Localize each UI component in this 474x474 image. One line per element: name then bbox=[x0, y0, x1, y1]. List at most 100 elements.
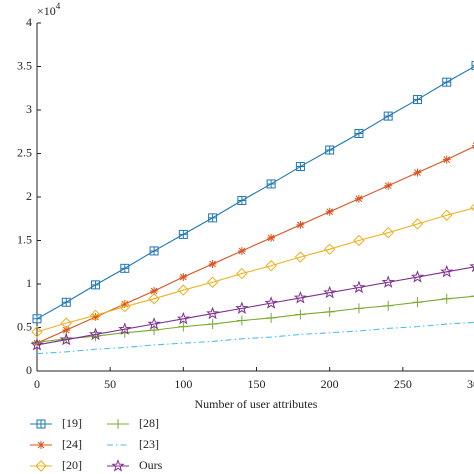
marker bbox=[412, 95, 422, 105]
marker-star bbox=[323, 285, 337, 299]
marker bbox=[61, 297, 71, 307]
marker-asterisk bbox=[325, 207, 334, 216]
marker bbox=[62, 326, 71, 335]
y-tick-label: 0 bbox=[26, 363, 32, 377]
y-tick-label: 2.5 bbox=[17, 145, 32, 159]
marker bbox=[295, 162, 305, 172]
legend-label: [28] bbox=[139, 416, 159, 430]
series-line bbox=[36, 66, 474, 320]
marker bbox=[354, 128, 364, 138]
marker bbox=[179, 273, 188, 282]
marker bbox=[383, 111, 393, 121]
x-tick-label: 150 bbox=[248, 377, 266, 391]
y-tick-label: 2 bbox=[26, 189, 32, 203]
marker bbox=[91, 313, 100, 322]
marker bbox=[469, 264, 474, 273]
marker-star bbox=[176, 311, 190, 325]
marker-asterisk bbox=[91, 313, 100, 322]
marker-cross bbox=[33, 314, 41, 323]
legend-label: Ours bbox=[139, 458, 163, 472]
marker bbox=[111, 459, 125, 472]
marker-star bbox=[111, 459, 125, 472]
legend-label: [24] bbox=[62, 437, 82, 451]
marker-diamond bbox=[411, 218, 424, 230]
y-tick-label: 4 bbox=[26, 15, 32, 29]
marker-star bbox=[147, 317, 161, 330]
y-tick-label: 1.5 bbox=[17, 232, 32, 246]
marker-asterisk bbox=[179, 273, 188, 282]
marker bbox=[237, 195, 247, 205]
marker-plus bbox=[441, 293, 452, 304]
marker-cross bbox=[296, 162, 305, 171]
marker bbox=[177, 284, 190, 296]
marker-plus bbox=[113, 419, 123, 429]
marker bbox=[176, 311, 190, 325]
series-line bbox=[36, 321, 474, 355]
marker bbox=[266, 179, 276, 189]
marker bbox=[119, 300, 131, 313]
marker-cross bbox=[208, 213, 217, 222]
marker-star bbox=[352, 280, 366, 294]
marker-star bbox=[118, 322, 132, 335]
marker-cross bbox=[384, 112, 393, 121]
marker-plus bbox=[178, 321, 189, 332]
y-tick-label: 3.5 bbox=[17, 58, 32, 72]
marker bbox=[325, 207, 334, 216]
marker bbox=[353, 234, 365, 247]
marker bbox=[118, 322, 132, 335]
marker bbox=[237, 246, 246, 255]
marker bbox=[296, 220, 305, 229]
marker bbox=[471, 61, 474, 71]
x-tick-label: 100 bbox=[174, 377, 192, 391]
marker-plus bbox=[412, 297, 423, 308]
marker bbox=[323, 285, 337, 299]
marker bbox=[470, 203, 474, 212]
marker-asterisk bbox=[413, 168, 422, 177]
legend-label: [23] bbox=[139, 437, 159, 451]
marker-plus bbox=[353, 303, 364, 314]
marker bbox=[410, 270, 425, 283]
marker bbox=[236, 267, 248, 280]
marker-diamond bbox=[323, 243, 336, 255]
multiplier: ×104 bbox=[37, 1, 61, 18]
marker-star bbox=[264, 296, 278, 309]
marker-diamond bbox=[31, 326, 43, 338]
marker-star bbox=[30, 337, 44, 351]
legend-label: [20] bbox=[62, 458, 82, 472]
y-tick-label: 3 bbox=[26, 102, 32, 116]
marker bbox=[324, 306, 335, 317]
marker bbox=[32, 314, 42, 324]
marker-asterisk bbox=[150, 286, 159, 295]
y-tick-label: 1 bbox=[26, 276, 32, 290]
series-line bbox=[36, 295, 474, 343]
marker bbox=[412, 297, 423, 308]
marker-star bbox=[206, 306, 220, 320]
marker-asterisk bbox=[37, 441, 45, 449]
marker-plus bbox=[383, 300, 394, 311]
marker-diamond bbox=[89, 309, 102, 322]
marker bbox=[37, 441, 45, 449]
multiplier-exponent: 4 bbox=[56, 1, 61, 11]
marker bbox=[150, 286, 159, 295]
marker-diamond bbox=[206, 276, 219, 288]
marker bbox=[441, 209, 453, 221]
x-tick-label: 250 bbox=[394, 377, 412, 391]
marker bbox=[148, 293, 160, 305]
marker-diamond bbox=[119, 300, 131, 313]
marker-star bbox=[440, 264, 454, 278]
marker-asterisk bbox=[208, 259, 217, 268]
marker bbox=[208, 213, 218, 223]
marker-diamond bbox=[35, 460, 47, 472]
marker bbox=[59, 332, 73, 346]
marker bbox=[235, 301, 249, 314]
marker-asterisk bbox=[237, 246, 246, 255]
marker bbox=[206, 276, 219, 288]
marker bbox=[353, 303, 364, 314]
marker bbox=[471, 295, 474, 297]
marker-star bbox=[410, 270, 425, 283]
marker-cross bbox=[150, 246, 159, 255]
marker-cross bbox=[472, 65, 474, 67]
marker bbox=[236, 315, 247, 326]
marker bbox=[413, 168, 422, 177]
marker bbox=[89, 309, 102, 322]
